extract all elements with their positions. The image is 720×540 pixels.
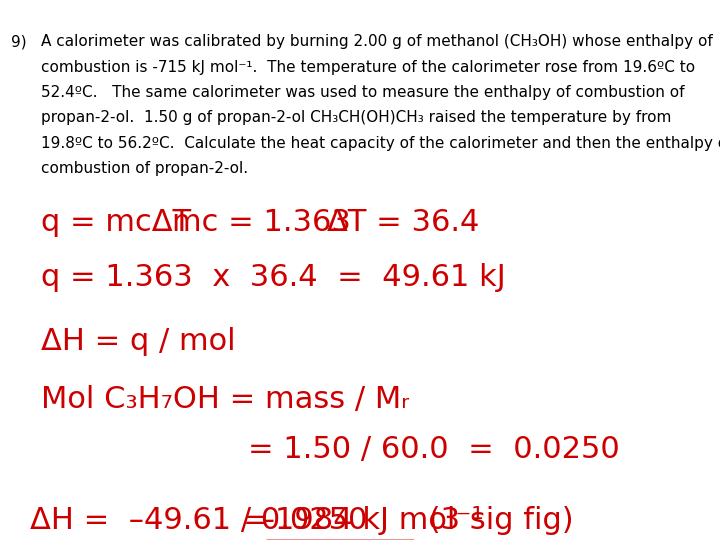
Text: A calorimeter was calibrated by burning 2.00 g of methanol (CH₃OH) whose enthalp: A calorimeter was calibrated by burning … bbox=[41, 35, 713, 49]
Text: mc = 1.363: mc = 1.363 bbox=[171, 208, 351, 237]
Text: 9): 9) bbox=[11, 35, 27, 49]
Text: ΔH = q / mol: ΔH = q / mol bbox=[41, 327, 235, 356]
Text: =: = bbox=[243, 507, 268, 535]
Text: q = mcΔT: q = mcΔT bbox=[41, 208, 191, 237]
Text: -1984 kJ mol⁻¹: -1984 kJ mol⁻¹ bbox=[264, 507, 484, 535]
Text: Mol C₃H₇OH = mass / Mᵣ: Mol C₃H₇OH = mass / Mᵣ bbox=[41, 384, 409, 414]
Text: propan-2-ol.  1.50 g of propan-2-ol CH₃CH(OH)CH₃ raised the temperature by from: propan-2-ol. 1.50 g of propan-2-ol CH₃CH… bbox=[41, 111, 671, 125]
Text: ΔH =  –49.61 / 0.0250: ΔH = –49.61 / 0.0250 bbox=[30, 507, 367, 535]
Text: ΔT = 36.4: ΔT = 36.4 bbox=[327, 208, 480, 237]
Text: = 1.50 / 60.0  =  0.0250: = 1.50 / 60.0 = 0.0250 bbox=[248, 435, 620, 464]
Text: combustion is -715 kJ mol⁻¹.  The temperature of the calorimeter rose from 19.6º: combustion is -715 kJ mol⁻¹. The tempera… bbox=[41, 60, 695, 75]
Text: (3 sig fig): (3 sig fig) bbox=[419, 507, 574, 535]
Text: 19.8ºC to 56.2ºC.  Calculate the heat capacity of the calorimeter and then the e: 19.8ºC to 56.2ºC. Calculate the heat cap… bbox=[41, 136, 720, 151]
Text: 52.4ºC.   The same calorimeter was used to measure the enthalpy of combustion of: 52.4ºC. The same calorimeter was used to… bbox=[41, 85, 684, 100]
Text: combustion of propan-2-ol.: combustion of propan-2-ol. bbox=[41, 161, 248, 176]
Text: q = 1.363  x  36.4  =  49.61 kJ: q = 1.363 x 36.4 = 49.61 kJ bbox=[41, 263, 505, 292]
